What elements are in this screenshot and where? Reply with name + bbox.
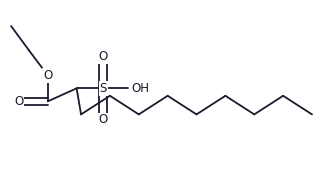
Text: O: O bbox=[43, 69, 52, 82]
Text: O: O bbox=[99, 50, 108, 63]
Text: O: O bbox=[99, 113, 108, 126]
Text: S: S bbox=[99, 82, 107, 95]
Text: O: O bbox=[14, 95, 24, 108]
Text: OH: OH bbox=[131, 82, 149, 95]
